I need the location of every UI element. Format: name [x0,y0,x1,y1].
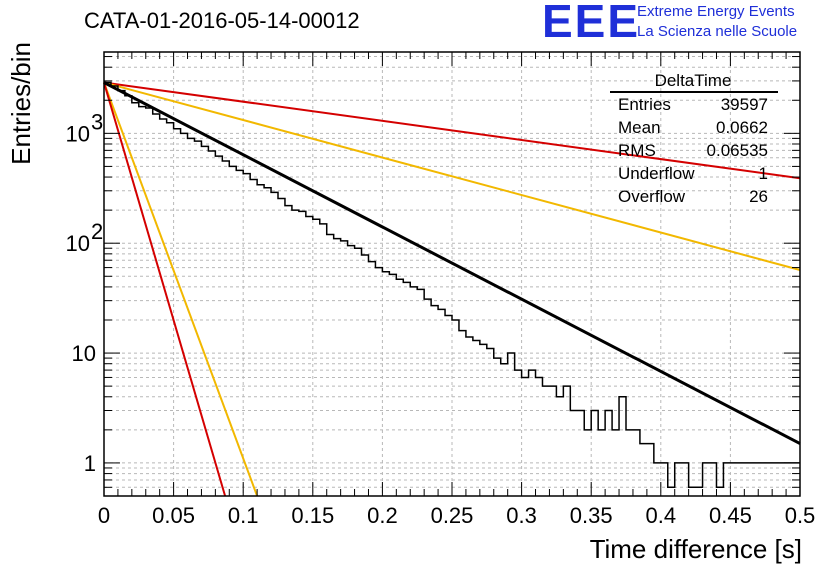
curve-red-fast [103,82,227,497]
x-tick-label: 0.25 [431,503,474,528]
histogram-series [104,81,800,489]
stats-label-rms: RMS [618,141,656,160]
histogram-steps [104,81,800,489]
stats-value-mean: 0.0662 [716,118,768,137]
x-tick-label: 0.05 [152,503,195,528]
y-tick-label: 1 [84,451,96,476]
x-tick-label: 0.1 [228,503,259,528]
x-tick-label: 0.2 [367,503,398,528]
y-tick-label: 10 [66,231,90,256]
stats-label-overflow: Overflow [618,187,686,206]
stats-label-mean: Mean [618,118,661,137]
logo-subtitle-2: La Scienza nelle Scuole [637,23,798,40]
y-tick-label: 10 [66,121,90,146]
x-tick-label: 0.35 [570,503,613,528]
x-tick-label: 0.3 [506,503,537,528]
x-tick-label: 0.5 [785,503,816,528]
y-tick-label: 10 [72,341,96,366]
stats-box: DeltaTime Entries 39597 Mean 0.0662 RMS … [610,71,778,206]
x-tick-label: 0.4 [646,503,677,528]
stats-value-rms: 0.06535 [707,141,768,160]
fit-curves [103,81,801,497]
x-tick-label: 0 [98,503,110,528]
tick-labels: 0 0.05 0.1 0.15 0.2 0.25 0.3 0.35 0.4 0.45 0.5 1 10 1… [66,109,816,528]
x-tick-label: 0.15 [291,503,334,528]
x-tick-label: 0.45 [709,503,752,528]
stats-title: DeltaTime [655,71,732,90]
grid-lines [104,52,800,497]
y-axis-title: Entries/bin [6,42,36,165]
curve-fit [103,81,801,445]
stats-label-entries: Entries [618,95,671,114]
curve-yellow-fast [103,82,259,497]
y-tick-exponent: 3 [91,109,103,134]
y-tick-exponent: 2 [91,219,103,244]
stats-label-underflow: Underflow [618,164,695,183]
curve-red-slow [103,81,801,180]
stats-value-overflow: 26 [749,187,768,206]
logo-subtitle-1: Extreme Energy Events [637,3,795,20]
curve-yellow-slow [103,81,801,271]
axis-ticks [103,52,801,497]
stats-value-entries: 39597 [721,95,768,114]
stats-value-underflow: 1 [759,164,768,183]
page-title: CATA-01-2016-05-14-00012 [84,8,360,33]
eee-logo: EEE [542,0,641,47]
x-axis-title: Time difference [s] [590,534,802,564]
